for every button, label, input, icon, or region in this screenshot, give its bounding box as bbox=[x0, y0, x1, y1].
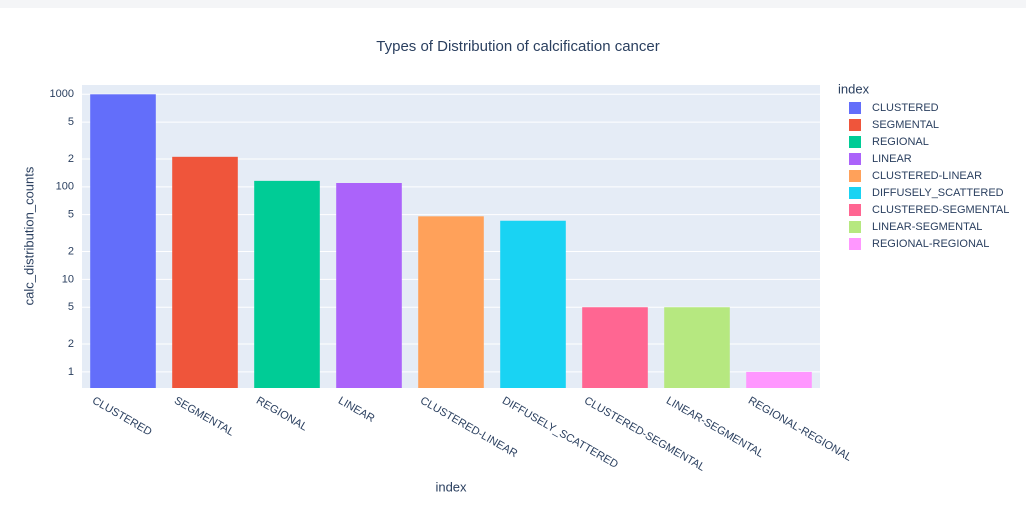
bar bbox=[336, 182, 402, 388]
y-tick-label: 2 bbox=[68, 153, 74, 165]
legend-swatch bbox=[849, 221, 861, 233]
legend-label: LINEAR-SEGMENTAL bbox=[872, 221, 982, 233]
bar bbox=[418, 216, 484, 388]
legend-swatch bbox=[849, 102, 861, 114]
legend-label: REGIONAL bbox=[872, 136, 929, 148]
legend-label: SEGMENTAL bbox=[872, 119, 939, 131]
x-axis-title: index bbox=[435, 479, 467, 494]
legend-label: CLUSTERED-SEGMENTAL bbox=[872, 204, 1009, 216]
y-axis-title: calc_distribution_counts bbox=[21, 166, 36, 305]
y-tick-label: 10 bbox=[62, 273, 74, 285]
y-tick-label: 5 bbox=[68, 209, 74, 221]
legend-title: index bbox=[838, 81, 870, 96]
bar bbox=[90, 94, 156, 389]
legend-swatch bbox=[849, 238, 861, 250]
legend-label: REGIONAL-REGIONAL bbox=[872, 238, 989, 250]
x-tick-label: LINEAR bbox=[336, 395, 376, 425]
bar bbox=[582, 307, 648, 388]
x-tick-label: SEGMENTAL bbox=[172, 395, 236, 439]
legend-label: LINEAR bbox=[872, 153, 912, 165]
bar bbox=[500, 220, 566, 388]
y-tick-label: 2 bbox=[68, 245, 74, 257]
chart-title: Types of Distribution of calcification c… bbox=[376, 38, 659, 55]
legend-swatch bbox=[849, 119, 861, 131]
legend-label: CLUSTERED bbox=[872, 102, 939, 114]
x-tick-label: REGIONAL bbox=[254, 395, 309, 434]
legend-swatch bbox=[849, 204, 861, 216]
x-tick-label: CLUSTERED bbox=[90, 395, 154, 439]
y-tick-label: 1 bbox=[68, 366, 74, 378]
legend-swatch bbox=[849, 153, 861, 165]
legend-swatch bbox=[849, 136, 861, 148]
legend-swatch bbox=[849, 170, 861, 182]
bar bbox=[172, 156, 238, 388]
bar bbox=[746, 371, 812, 388]
legend-label: CLUSTERED-LINEAR bbox=[872, 170, 982, 182]
y-tick-label: 5 bbox=[68, 116, 74, 128]
legend-swatch bbox=[849, 187, 861, 199]
y-tick-label: 1000 bbox=[50, 88, 74, 100]
y-tick-label: 2 bbox=[68, 338, 74, 350]
y-tick-label: 5 bbox=[68, 301, 74, 313]
bar bbox=[254, 180, 320, 388]
top-strip bbox=[0, 0, 1026, 8]
bar bbox=[664, 307, 730, 388]
legend-label: DIFFUSELY_SCATTERED bbox=[872, 187, 1004, 199]
y-tick-label: 100 bbox=[56, 181, 74, 193]
